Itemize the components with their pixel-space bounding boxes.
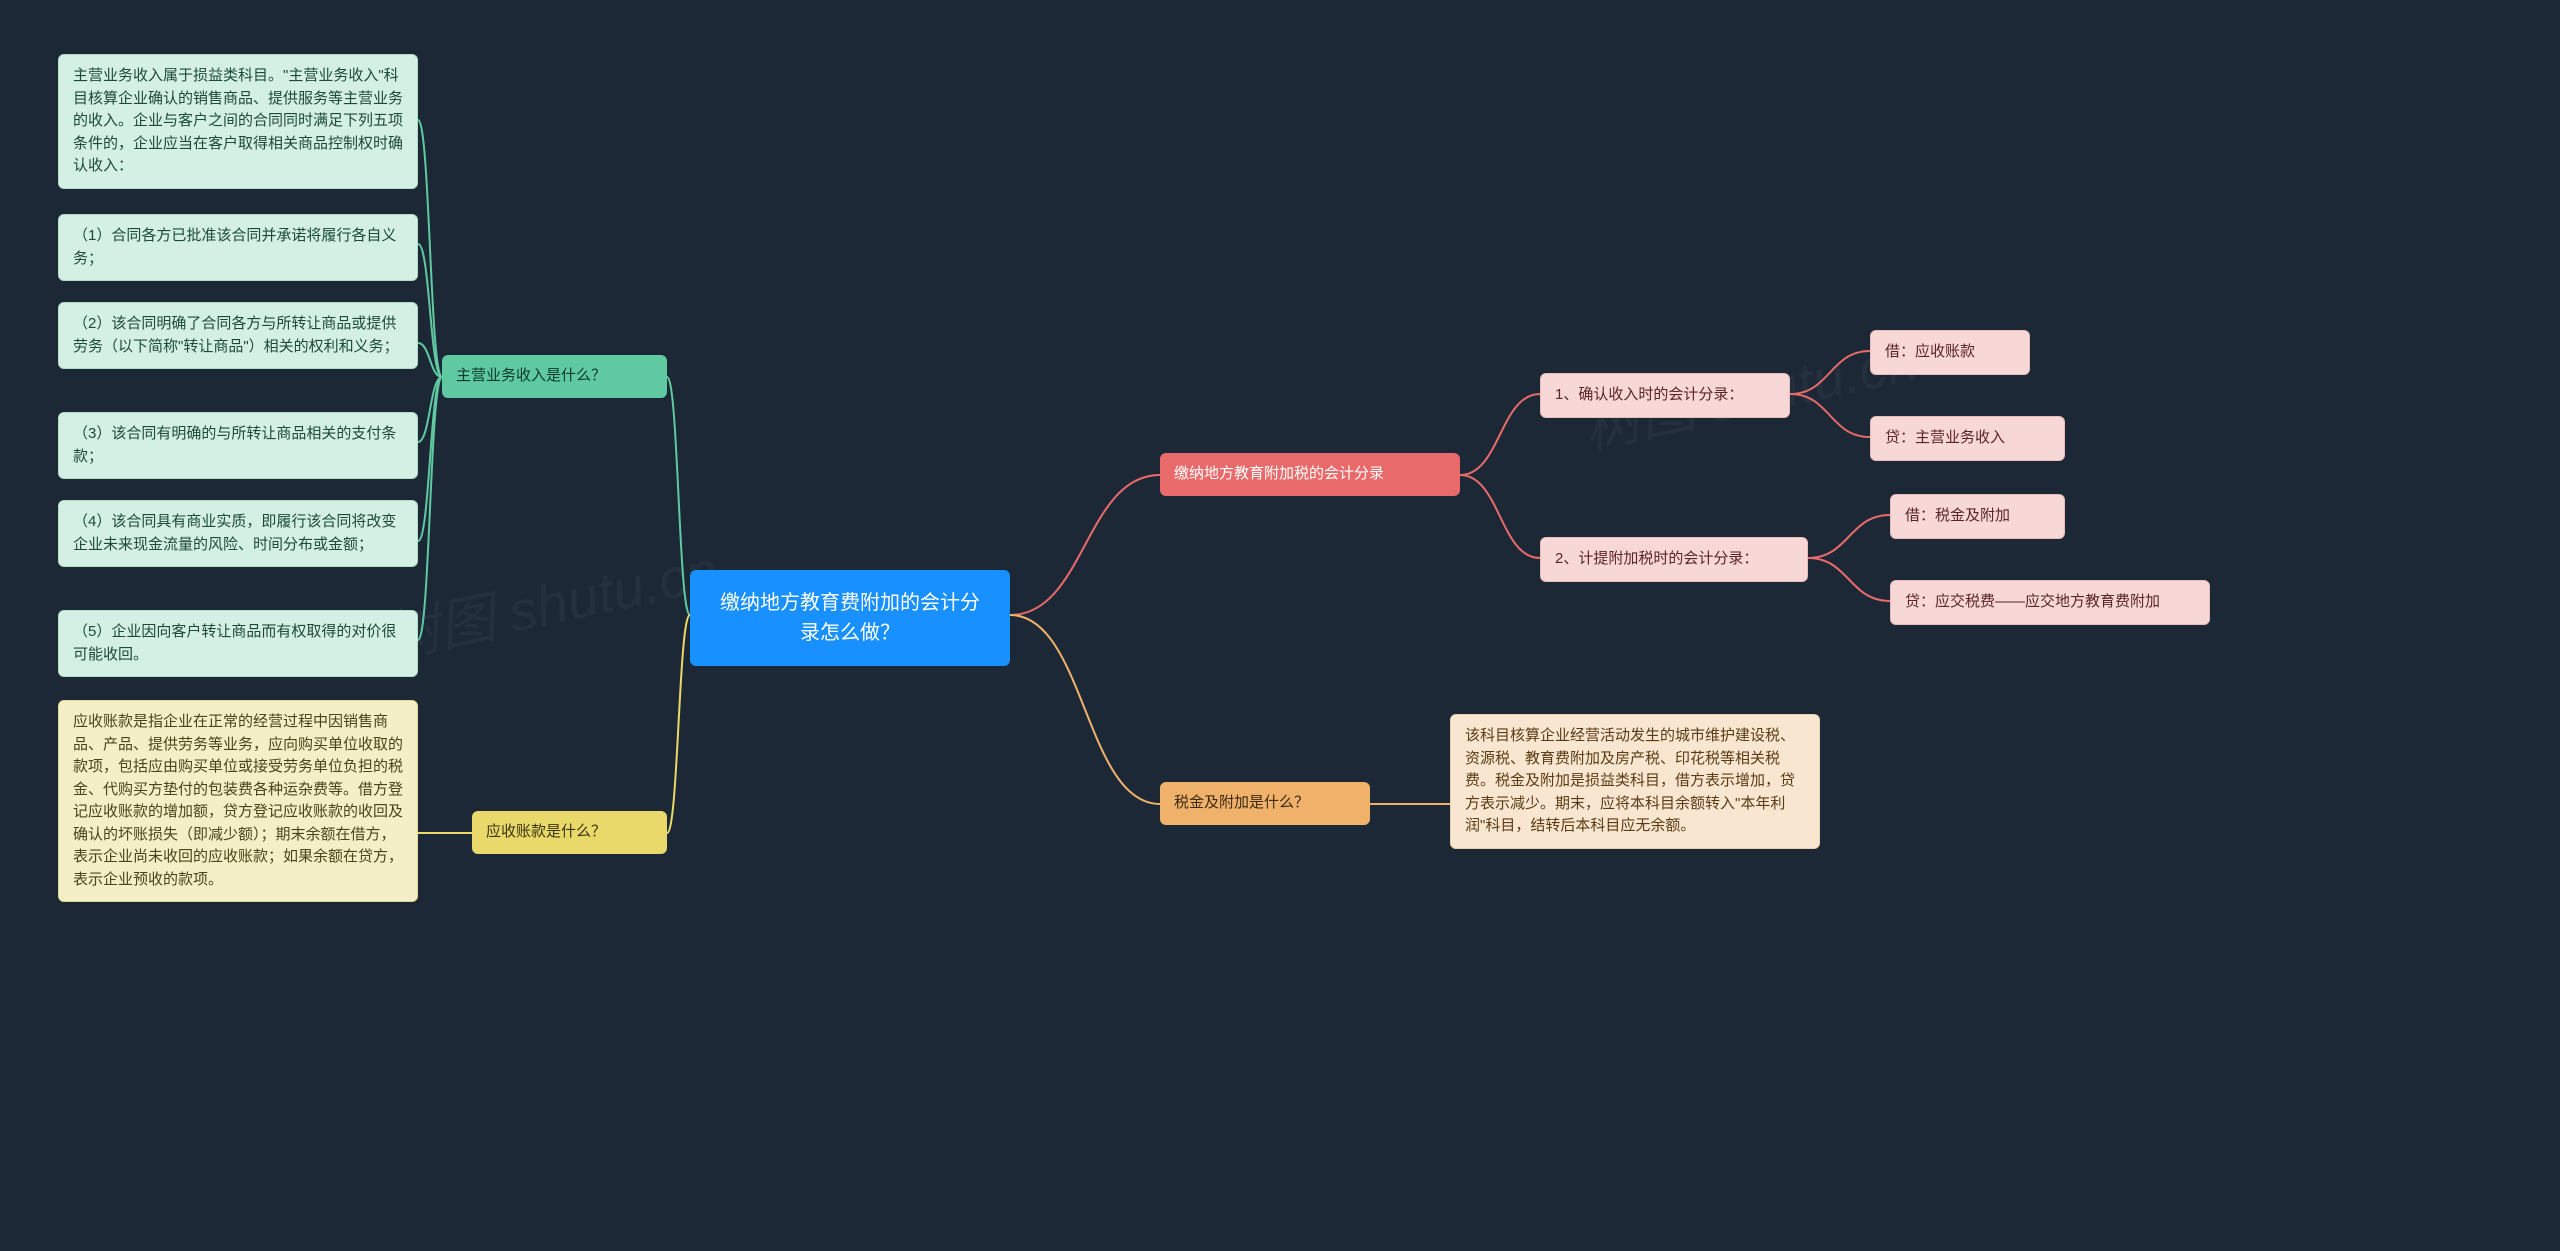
mindmap-node-r2[interactable]: 税金及附加是什么？ [1160,782,1370,825]
mindmap-node-l1d[interactable]: （3）该合同有明确的与所转让商品相关的支付条款； [58,412,418,479]
mindmap-node-l1[interactable]: 主营业务收入是什么？ [442,355,667,398]
mindmap-node-r2a[interactable]: 该科目核算企业经营活动发生的城市维护建设税、资源税、教育费附加及房产税、印花税等… [1450,714,1820,849]
mindmap-node-l1f[interactable]: （5）企业因向客户转让商品而有权取得的对价很可能收回。 [58,610,418,677]
mindmap-node-r1b1[interactable]: 借：税金及附加 [1890,494,2065,539]
mindmap-node-l1e[interactable]: （4）该合同具有商业实质，即履行该合同将改变企业未来现金流量的风险、时间分布或金… [58,500,418,567]
mindmap-node-r1a2[interactable]: 贷：主营业务收入 [1870,416,2065,461]
mindmap-node-root[interactable]: 缴纳地方教育费附加的会计分录怎么做？ [690,570,1010,666]
watermark: 树图 shutu.cn [375,526,724,676]
mindmap-node-r1b2[interactable]: 贷：应交税费——应交地方教育费附加 [1890,580,2210,625]
mindmap-node-r1b[interactable]: 2、计提附加税时的会计分录： [1540,537,1808,582]
mindmap-node-l2a[interactable]: 应收账款是指企业在正常的经营过程中因销售商品、产品、提供劳务等业务，应向购买单位… [58,700,418,902]
mindmap-node-l2[interactable]: 应收账款是什么？ [472,811,667,854]
mindmap-node-r1a1[interactable]: 借：应收账款 [1870,330,2030,375]
mindmap-node-l1b[interactable]: （1）合同各方已批准该合同并承诺将履行各自义务； [58,214,418,281]
mindmap-node-l1c[interactable]: （2）该合同明确了合同各方与所转让商品或提供劳务（以下简称"转让商品"）相关的权… [58,302,418,369]
mindmap-node-r1a[interactable]: 1、确认收入时的会计分录： [1540,373,1790,418]
mindmap-node-r1[interactable]: 缴纳地方教育附加税的会计分录 [1160,453,1460,496]
mindmap-node-l1a[interactable]: 主营业务收入属于损益类科目。"主营业务收入"科目核算企业确认的销售商品、提供服务… [58,54,418,189]
